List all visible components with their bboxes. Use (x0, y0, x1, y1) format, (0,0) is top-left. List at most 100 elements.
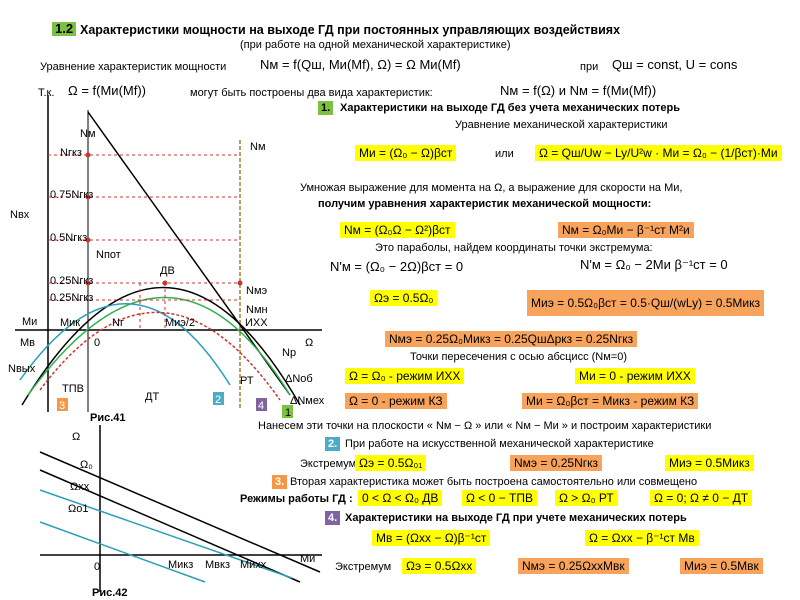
header-number: 1.2 (52, 22, 77, 36)
section-number: 3. (272, 475, 288, 489)
formula: Mиэ = 0.5Mикз (665, 455, 754, 471)
fig-label: ТПВ (62, 383, 84, 395)
fig-label: Mвкз (205, 559, 230, 571)
point (237, 280, 243, 286)
fig-label: Nвх (10, 209, 30, 221)
fig-label: Mикз (168, 559, 193, 571)
text: Уравнение механической характеристики (455, 119, 668, 131)
header-title: Характеристики мощности на выходе ГД при… (80, 23, 621, 37)
curve (39, 311, 281, 401)
fig-label: Mик (60, 317, 80, 329)
formula: N'м = Ω₀ − 2Mи β⁻¹ст = 0 (580, 257, 728, 272)
point (85, 237, 91, 243)
fig-label: 0.25Nгкз (50, 275, 93, 287)
fig-label: 4 (258, 400, 264, 412)
formula: Ωэ = 0.5Ω₀₁ (355, 455, 427, 471)
section-number: 4. (325, 511, 341, 525)
badge (256, 398, 267, 411)
fig-label: Nм (80, 128, 96, 140)
fig-label: Nм (250, 141, 266, 153)
formula: Ω = 0 - режим КЗ (345, 393, 447, 409)
line (39, 451, 321, 573)
badge (213, 392, 224, 405)
text: Умножая выражение для момента на Ω, а вы… (300, 182, 683, 194)
fig-label: 2 (215, 394, 221, 406)
fig-label: Nр (282, 347, 296, 359)
fig-label: 3 (59, 400, 65, 412)
fig-label: 0.5Nгкз (50, 232, 87, 244)
section-title: При работе на искусственной механической… (345, 438, 654, 450)
fig-label: 1 (285, 407, 291, 419)
figures: Nм Nгкз Nм 0.75Nгкз Nвх 0.5Nгкз Nпот 0.2… (8, 95, 325, 599)
fig-label: 0 (94, 561, 100, 573)
curve (19, 303, 231, 386)
text: могут быть построены два вида характерис… (190, 87, 433, 99)
curve (21, 286, 301, 406)
point (85, 280, 91, 286)
fig-label: 0.25Nгкз (50, 292, 93, 304)
formula: Nм = (Ω₀Ω − Ω²)βст (340, 222, 455, 238)
fig-label: Nпот (96, 249, 121, 261)
section-number: 1. (318, 101, 334, 115)
formula: Mиэ = 0.5Ω₀βст = 0.5·Qш/(wLy) = 0.5Mикз (527, 290, 765, 316)
text: Т.к. (38, 87, 55, 99)
fig-label: ΔNоб (285, 373, 313, 385)
text: Экстремум (300, 458, 357, 470)
formula: Ω = f(Mи(Mf)) (68, 83, 146, 98)
fig-label: Nг (112, 317, 124, 329)
formula: Ω = 0; Ω ≠ 0 − ДТ (650, 490, 753, 506)
formula: Mи = 0 - режим ИХХ (575, 368, 695, 384)
formula: Nм = f(Qш, Mи(Mf), Ω) = Ω Mи(Mf) (260, 57, 461, 72)
fig-label: Nмэ (246, 285, 268, 297)
text: получим уравнения характеристик механиче… (318, 198, 652, 210)
formula: Ωэ = 0.5Ω₀ (370, 290, 438, 306)
text: при (580, 61, 599, 73)
section-title: Характеристики на выходе ГД при учете ме… (345, 512, 687, 524)
caption: Рис.42 (92, 587, 128, 599)
formula: Nмэ = 0.25Ω₀Mикз = 0.25QшΔpкз = 0.25Nгкз (385, 331, 638, 347)
formula: Mв = (Ωхх − Ω)β⁻¹ст (372, 530, 491, 546)
fig-label: Mиxx (240, 559, 267, 571)
point (85, 152, 91, 158)
formula: Qш = const, U = cons (612, 57, 738, 72)
formula: 0 < Ω < Ω₀ ДВ (358, 490, 443, 506)
fig-label: Nвых (8, 363, 36, 375)
text: Уравнение характеристик мощности (40, 61, 227, 73)
formula: Nм = Ω₀Mи − β⁻¹ст M²и (558, 222, 694, 238)
formula: Ω > Ω₀ РТ (555, 490, 618, 506)
formula: Mиэ = 0.5Mвк (680, 558, 763, 574)
header-subtitle: (при работе на одной механической характ… (240, 39, 511, 51)
fig-label: Ωо1 (68, 503, 88, 515)
fig-label: Ω (72, 431, 80, 443)
section-number: 2. (325, 437, 341, 451)
line (39, 469, 301, 583)
section-title: Вторая характеристика может быть построе… (290, 476, 698, 488)
line (39, 521, 206, 583)
formula: Ωэ = 0.5Ωхх (402, 558, 477, 574)
formula: Nмэ = 0.25ΩххMвк (518, 558, 629, 574)
fig-label: Mи (300, 553, 315, 565)
text: Это параболы, найдем координаты точки эк… (375, 242, 653, 254)
fig-label: Mв (20, 337, 35, 349)
badge (282, 405, 293, 418)
fig-label: Ωхх (70, 481, 90, 493)
formula: Mи = (Ω₀ − Ω)βст (355, 145, 457, 161)
fig-label: Mиэ/2 (165, 317, 195, 329)
formula: N'м = (Ω₀ − 2Ω)βст = 0 (330, 259, 464, 274)
fig-label: ДВ (160, 265, 175, 277)
section-title: Характеристики на выходе ГД без учета ме… (340, 102, 680, 114)
fig-label: РТ (240, 375, 254, 387)
badge (57, 398, 68, 411)
point (85, 194, 91, 200)
fig-label: 0 (94, 337, 100, 349)
fig-label: Nгкз (60, 147, 82, 159)
text: Точки пересечения с осью абсцисс (Nм=0) (410, 351, 628, 363)
fig-label: Mи (22, 316, 37, 328)
fig-label: Ω (305, 337, 313, 349)
text: Режимы работы ГД : (240, 493, 353, 505)
fig-label: ΔNмех (290, 395, 325, 407)
fig-label: ДТ (145, 391, 159, 403)
text: или (495, 148, 514, 160)
formula: Nмэ = 0.25Nгкз (510, 455, 602, 471)
